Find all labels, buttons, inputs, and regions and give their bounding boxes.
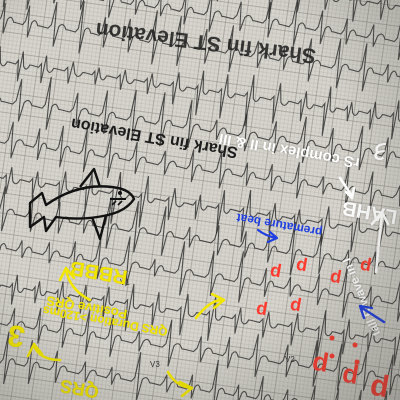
ecg-photo: V1 V2 V3 Shark fin ST Elevation Shark fi… <box>0 0 400 400</box>
arrow-layer <box>0 0 400 400</box>
